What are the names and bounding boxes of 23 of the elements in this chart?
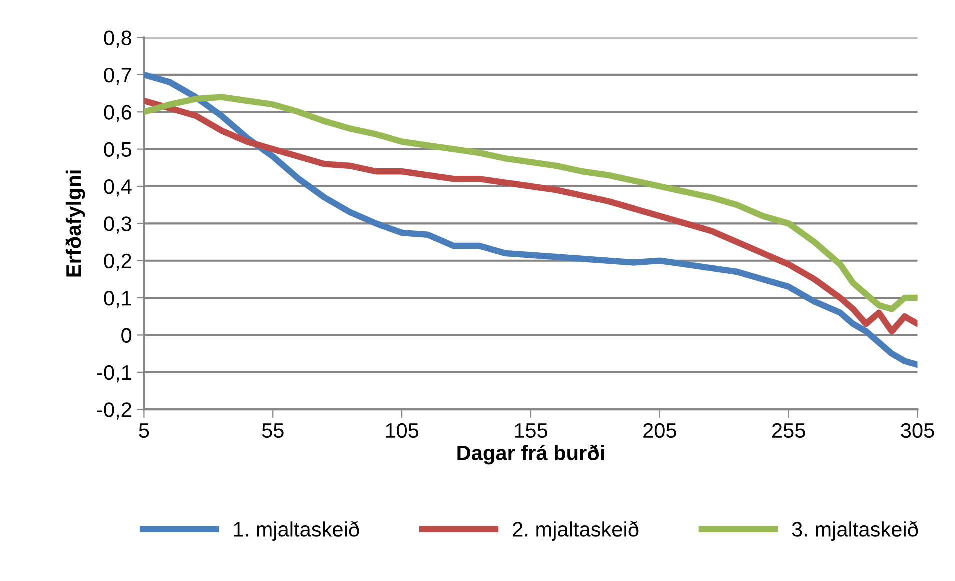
y-tick-label: 0,3 xyxy=(104,216,132,234)
x-tick-label: 305 xyxy=(901,423,934,438)
y-tick-label: 0 xyxy=(122,328,132,343)
y-tick-label: 0,5 xyxy=(104,142,132,160)
y-axis-title: Erfðafylgni xyxy=(66,170,86,277)
x-tick-label: 55 xyxy=(262,424,284,438)
legend-label: 2. mjaltaskeið xyxy=(513,521,639,542)
y-tick-label: 0,1 xyxy=(104,291,132,308)
y-tick-label: 0,2 xyxy=(104,254,132,272)
x-axis-title: Dagar frá burði xyxy=(458,445,604,465)
y-tick-label: 0,8 xyxy=(104,30,132,48)
legend-label: 3. mjaltaskeið xyxy=(792,521,918,542)
x-tick-label: 255 xyxy=(772,423,806,438)
legend-label: 1. mjaltaskeið xyxy=(234,521,360,542)
x-tick-label: 205 xyxy=(644,423,676,438)
y-tick-label: 0,7 xyxy=(104,68,132,86)
y-tick-label: 0,6 xyxy=(104,105,132,122)
y-tick-label: 0,4 xyxy=(104,180,132,197)
x-tick-label: 105 xyxy=(386,423,419,438)
y-tick-label: -0,2 xyxy=(97,402,132,420)
y-tick-label: -0,1 xyxy=(97,365,132,383)
x-tick-label: 155 xyxy=(515,424,548,438)
x-tick-label: 5 xyxy=(139,424,150,438)
